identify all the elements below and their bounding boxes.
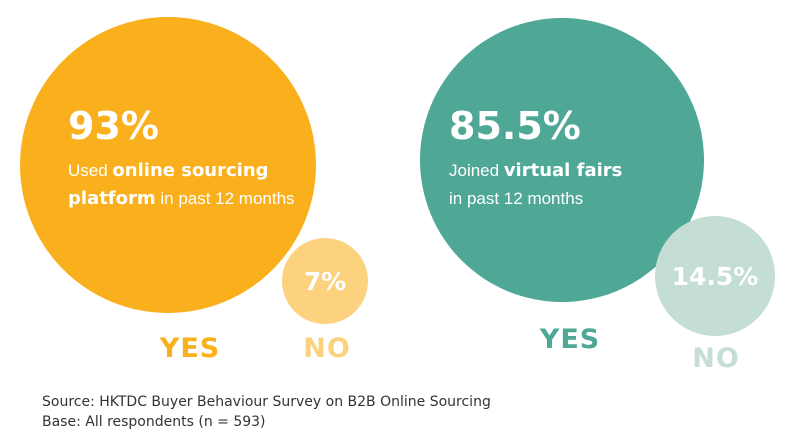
value-label-yes-online-sourcing: 93% <box>68 104 159 148</box>
base-note: Base: All respondents (n = 593) <box>42 414 266 430</box>
category-label-yes-virtual-fairs: YES <box>539 324 600 355</box>
bubble-no-virtual-fairs <box>655 216 775 336</box>
value-label-no-virtual-fairs: 14.5% <box>672 262 759 291</box>
category-label-no-online-sourcing: NO <box>303 333 351 364</box>
bubble-no-online-sourcing <box>282 238 368 324</box>
source-note: Source: HKTDC Buyer Behaviour Survey on … <box>42 394 491 410</box>
desc-before-virtual-fairs: Joined <box>449 161 504 180</box>
chart-online-sourcing: 93% Used online sourcing platform in pas… <box>20 17 368 364</box>
value-label-yes-virtual-fairs: 85.5% <box>449 104 581 148</box>
chart-footer: Source: HKTDC Buyer Behaviour Survey on … <box>42 392 491 432</box>
chart-virtual-fairs: 85.5% Joined virtual fairs in past 12 mo… <box>420 18 775 374</box>
desc-line2-virtual-fairs: in past 12 months <box>449 189 583 208</box>
category-label-no-virtual-fairs: NO <box>692 343 740 374</box>
desc-after-online-sourcing: in past 12 months <box>156 189 295 208</box>
description-online-sourcing: Used online sourcing platform in past 12… <box>68 160 295 209</box>
bubble-yes-virtual-fairs <box>420 18 704 302</box>
description-virtual-fairs: Joined virtual fairs in past 12 months <box>449 160 627 208</box>
bubble-yes-online-sourcing <box>20 17 316 313</box>
category-label-yes-online-sourcing: YES <box>159 333 220 364</box>
desc-before-online-sourcing: Used <box>68 161 112 180</box>
desc-highlight2-online-sourcing: platform <box>68 188 156 209</box>
value-label-no-online-sourcing: 7% <box>304 267 346 296</box>
desc-highlight-virtual-fairs: virtual fairs <box>504 160 623 181</box>
desc-highlight-online-sourcing: online sourcing <box>112 160 268 181</box>
